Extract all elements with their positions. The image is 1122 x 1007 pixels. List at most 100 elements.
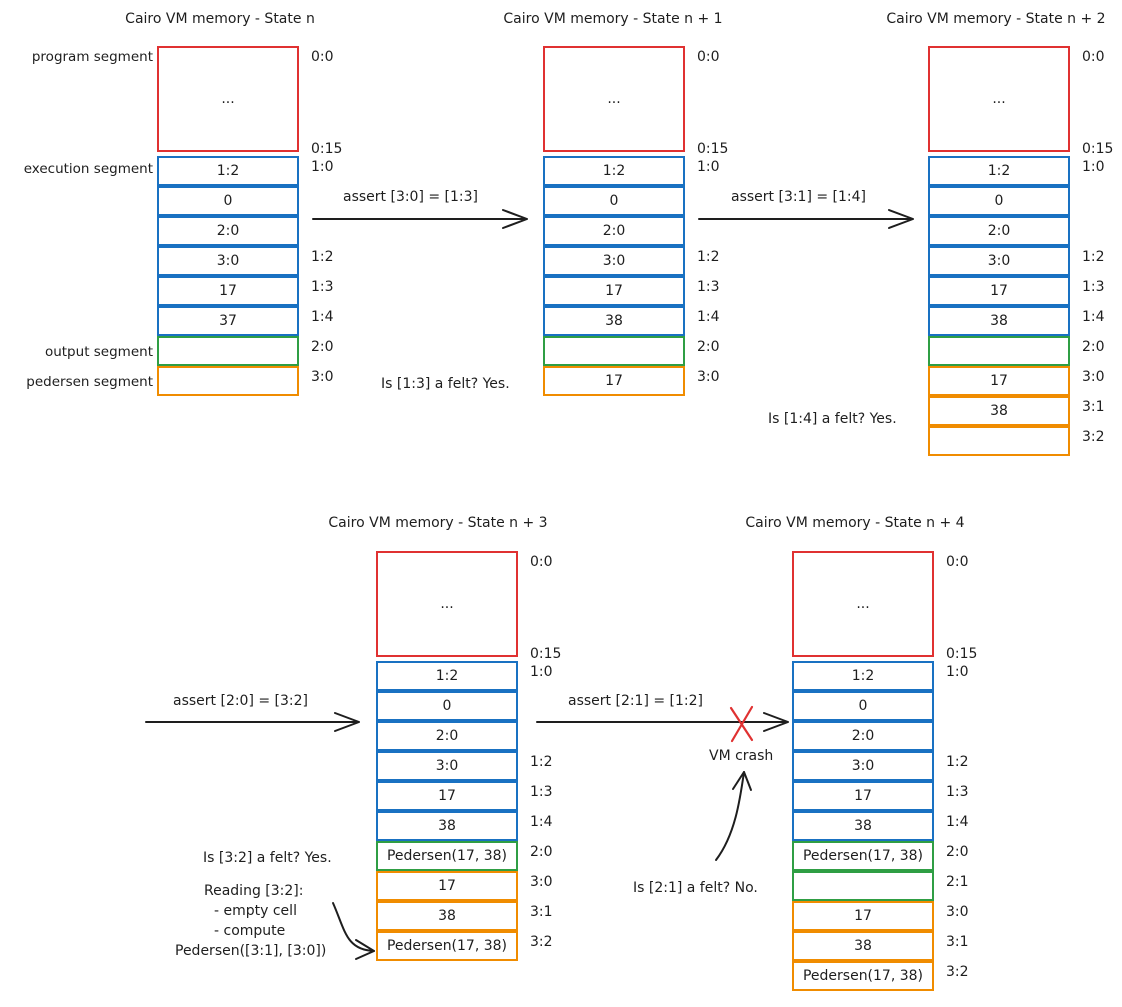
state4-felt-question: Is [2:1] a felt? No. <box>633 880 758 896</box>
address-label: 1:3 <box>311 279 334 295</box>
address-label: 3:2 <box>530 934 553 950</box>
address-label: 2:1 <box>946 874 969 890</box>
execution-segment-cell: 17 <box>543 276 685 306</box>
execution-segment-cell: 2:0 <box>376 721 518 751</box>
address-label: 0:15 <box>946 646 978 662</box>
state3-reading-note: Reading [3:2]: <box>204 883 304 899</box>
crash-label: VM crash <box>709 748 774 764</box>
address-label: 1:0 <box>1082 159 1105 175</box>
execution-segment-cell: 17 <box>376 781 518 811</box>
address-label: 1:4 <box>697 309 720 325</box>
program-segment-cell: ... <box>376 551 518 657</box>
address-label: 1:4 <box>311 309 334 325</box>
address-label: 0:0 <box>530 554 553 570</box>
execution-segment-cell: 3:0 <box>376 751 518 781</box>
state-title: Cairo VM memory - State n + 3 <box>328 515 548 531</box>
state3-reading-note: - empty cell <box>214 903 297 919</box>
transition-arrow <box>698 209 914 229</box>
pedersen-segment-cell <box>157 366 299 396</box>
output-segment-cell: Pedersen(17, 38) <box>376 841 518 871</box>
address-label: 0:0 <box>697 49 720 65</box>
address-label: 0:0 <box>311 49 334 65</box>
address-label: 2:0 <box>311 339 334 355</box>
transition-arrow <box>312 209 528 229</box>
pedersen-segment-cell: 17 <box>928 366 1070 396</box>
state-title: Cairo VM memory - State n + 4 <box>745 515 965 531</box>
transition-label: assert [3:1] = [1:4] <box>731 189 867 205</box>
address-label: 0:15 <box>311 141 343 157</box>
address-label: 0:15 <box>1082 141 1114 157</box>
pedersen-segment-cell: 38 <box>792 931 934 961</box>
execution-segment-cell: 1:2 <box>543 156 685 186</box>
address-label: 3:2 <box>946 964 969 980</box>
state-title: Cairo VM memory - State n + 1 <box>503 11 723 27</box>
state-title: Cairo VM memory - State n + 2 <box>886 11 1106 27</box>
output-segment-cell <box>792 871 934 901</box>
execution-segment-label: execution segment <box>23 161 153 177</box>
execution-segment-cell: 38 <box>792 811 934 841</box>
program-segment-cell: ... <box>792 551 934 657</box>
execution-segment-cell: 38 <box>928 306 1070 336</box>
program-segment-label: program segment <box>31 49 153 65</box>
execution-segment-cell: 0 <box>376 691 518 721</box>
address-label: 1:2 <box>946 754 969 770</box>
execution-segment-cell: 3:0 <box>792 751 934 781</box>
address-label: 1:2 <box>311 249 334 265</box>
crash-question-arrow <box>715 771 752 861</box>
crash-x-icon <box>729 705 754 743</box>
execution-segment-cell: 2:0 <box>928 216 1070 246</box>
reading-arrow <box>332 902 375 960</box>
state3-reading-note: - compute <box>214 923 286 939</box>
address-label: 1:0 <box>946 664 969 680</box>
address-label: 2:0 <box>1082 339 1105 355</box>
execution-segment-cell: 2:0 <box>792 721 934 751</box>
execution-segment-cell: 37 <box>157 306 299 336</box>
pedersen-segment-cell: 17 <box>376 871 518 901</box>
state1-felt-question: Is [1:3] a felt? Yes. <box>381 376 510 392</box>
transition-arrow <box>145 712 360 732</box>
execution-segment-cell: 38 <box>543 306 685 336</box>
address-label: 3:0 <box>946 904 969 920</box>
pedersen-segment-cell: Pedersen(17, 38) <box>792 961 934 991</box>
address-label: 1:0 <box>311 159 334 175</box>
execution-segment-cell: 0 <box>928 186 1070 216</box>
state3-reading-note: Pedersen([3:1], [3:0]) <box>175 943 327 959</box>
execution-segment-cell: 1:2 <box>376 661 518 691</box>
execution-segment-cell: 2:0 <box>543 216 685 246</box>
address-label: 1:4 <box>1082 309 1105 325</box>
address-label: 1:3 <box>1082 279 1105 295</box>
address-label: 3:1 <box>530 904 553 920</box>
transition-label: assert [2:0] = [3:2] <box>173 693 309 709</box>
address-label: 1:4 <box>530 814 553 830</box>
execution-segment-cell: 0 <box>792 691 934 721</box>
address-label: 3:0 <box>311 369 334 385</box>
state3-felt-question: Is [3:2] a felt? Yes. <box>203 850 332 866</box>
transition-arrow <box>536 712 789 732</box>
execution-segment-cell: 1:2 <box>928 156 1070 186</box>
transition-label: assert [3:0] = [1:3] <box>343 189 479 205</box>
address-label: 1:3 <box>946 784 969 800</box>
output-segment-cell: Pedersen(17, 38) <box>792 841 934 871</box>
address-label: 0:15 <box>530 646 562 662</box>
state2-felt-question: Is [1:4] a felt? Yes. <box>768 411 897 427</box>
execution-segment-cell: 3:0 <box>157 246 299 276</box>
pedersen-segment-cell: 38 <box>376 901 518 931</box>
address-label: 3:1 <box>1082 399 1105 415</box>
output-segment-cell <box>543 336 685 366</box>
output-segment-cell <box>928 336 1070 366</box>
address-label: 1:2 <box>697 249 720 265</box>
address-label: 3:2 <box>1082 429 1105 445</box>
pedersen-segment-cell: 17 <box>543 366 685 396</box>
address-label: 1:2 <box>1082 249 1105 265</box>
address-label: 0:15 <box>697 141 729 157</box>
address-label: 3:1 <box>946 934 969 950</box>
execution-segment-cell: 3:0 <box>928 246 1070 276</box>
execution-segment-cell: 0 <box>543 186 685 216</box>
address-label: 3:0 <box>1082 369 1105 385</box>
pedersen-segment-cell <box>928 426 1070 456</box>
address-label: 0:0 <box>1082 49 1105 65</box>
pedersen-segment-label: pedersen segment <box>26 374 153 390</box>
program-segment-cell: ... <box>543 46 685 152</box>
execution-segment-cell: 1:2 <box>157 156 299 186</box>
